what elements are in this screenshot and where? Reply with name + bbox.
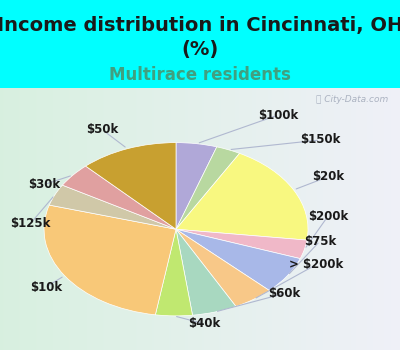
Text: $20k: $20k bbox=[312, 170, 344, 183]
Text: > $200k: > $200k bbox=[289, 258, 343, 271]
Wedge shape bbox=[176, 229, 307, 259]
Text: Multirace residents: Multirace residents bbox=[109, 66, 291, 84]
Wedge shape bbox=[176, 143, 217, 229]
Text: $40k: $40k bbox=[188, 317, 220, 330]
Wedge shape bbox=[155, 229, 192, 316]
Wedge shape bbox=[44, 205, 176, 315]
Text: $150k: $150k bbox=[300, 133, 340, 147]
Wedge shape bbox=[176, 153, 308, 240]
Text: $60k: $60k bbox=[268, 287, 300, 300]
Wedge shape bbox=[49, 185, 176, 229]
Wedge shape bbox=[176, 229, 300, 290]
Text: ⓘ City-Data.com: ⓘ City-Data.com bbox=[316, 95, 388, 104]
Text: $75k: $75k bbox=[304, 234, 336, 247]
Wedge shape bbox=[176, 229, 269, 307]
Text: $125k: $125k bbox=[10, 217, 50, 231]
Wedge shape bbox=[86, 143, 176, 229]
Text: $200k: $200k bbox=[308, 210, 348, 223]
Wedge shape bbox=[176, 229, 236, 315]
Text: $50k: $50k bbox=[86, 123, 118, 136]
Text: $10k: $10k bbox=[30, 280, 62, 294]
Wedge shape bbox=[176, 147, 240, 229]
Text: $100k: $100k bbox=[258, 108, 298, 121]
Text: Income distribution in Cincinnati, OH
(%): Income distribution in Cincinnati, OH (%… bbox=[0, 16, 400, 59]
Wedge shape bbox=[62, 166, 176, 229]
Text: $30k: $30k bbox=[28, 178, 60, 191]
